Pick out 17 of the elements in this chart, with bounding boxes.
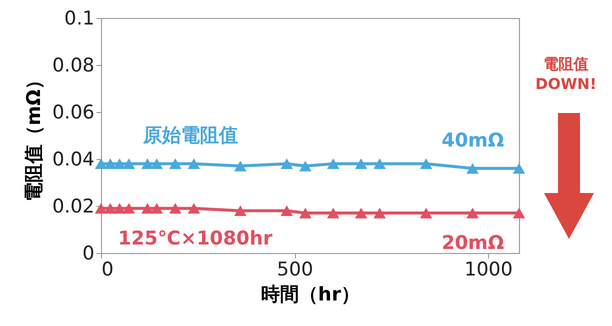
text: DOWN! — [534, 74, 598, 94]
y-tick-label: 0.1 — [64, 8, 94, 30]
y-axis-title: 電阻值（mΩ） — [23, 70, 46, 202]
y-tick-label: 0.02 — [52, 196, 94, 218]
text: 電阻值 — [542, 54, 590, 74]
annotation: 40mΩ — [442, 129, 504, 152]
y-tick-label: 0 — [82, 242, 94, 264]
x-tick-label: 1000 — [464, 258, 513, 280]
y-tick-label: 0.06 — [52, 102, 94, 124]
annotation: 20mΩ — [442, 232, 504, 254]
x-tick-label: 0 — [102, 258, 114, 280]
series-label: 125℃×1080hr — [118, 227, 273, 250]
x-tick-label: 500 — [276, 258, 314, 280]
x-axis-title: 時間（hr） — [261, 284, 360, 306]
y-tick-label: 0.04 — [52, 148, 94, 170]
y-tick-label: 0.08 — [52, 54, 94, 76]
series-label: 原始電阻值 — [142, 124, 238, 147]
